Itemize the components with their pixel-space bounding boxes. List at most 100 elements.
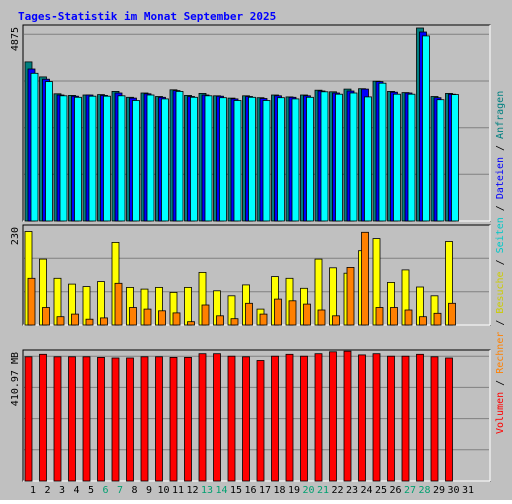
- legend-part-5: /: [495, 253, 506, 271]
- bar-volumen-day-15: [227, 355, 236, 482]
- bar-volumen-day-3: [53, 356, 62, 482]
- bar-rechner-day-14: [216, 315, 224, 326]
- bar-seiten-day-18: [277, 97, 285, 222]
- bar-rechner-day-10: [158, 310, 166, 326]
- bar-rechner-day-30: [448, 302, 456, 326]
- bar-rechner-day-13: [201, 304, 210, 326]
- bar-volumen-day-10: [155, 356, 163, 482]
- day-label-22: 22: [331, 485, 343, 496]
- day-label-25: 25: [375, 485, 387, 496]
- day-label-16: 16: [244, 485, 256, 496]
- day-label-9: 9: [146, 485, 152, 496]
- legend-part-0: Volumen: [495, 392, 506, 434]
- legend-part-7: /: [495, 199, 506, 217]
- bar-seiten-day-3: [59, 95, 68, 222]
- bar-volumen-day-24: [358, 354, 366, 482]
- bar-seiten-day-15: [233, 100, 242, 222]
- bar-seiten-day-24: [364, 96, 372, 222]
- bar-seiten-day-7: [117, 95, 126, 222]
- panel-3: 410.97 MB: [10, 349, 491, 482]
- bar-rechner-day-16: [245, 302, 253, 326]
- day-label-3: 3: [59, 485, 65, 496]
- bar-besuche-day-12: [184, 286, 192, 326]
- bar-seiten-day-8: [132, 100, 140, 222]
- bar-rechner-day-6: [100, 317, 108, 326]
- day-label-30: 30: [447, 485, 459, 496]
- day-label-10: 10: [157, 485, 169, 496]
- panel-3-axis-label: 410.97 MB: [10, 352, 21, 406]
- bar-volumen-day-19: [285, 353, 294, 482]
- bar-volumen-day-25: [372, 353, 381, 482]
- bar-rechner-day-22: [332, 315, 340, 326]
- bar-rechner-day-8: [129, 307, 137, 326]
- panel-1-axis-label: 4875: [10, 27, 21, 51]
- bar-volumen-day-12: [184, 356, 192, 482]
- day-label-28: 28: [418, 485, 430, 496]
- bar-rechner-day-1: [27, 277, 36, 326]
- day-label-23: 23: [346, 485, 358, 496]
- bar-volumen-day-6: [97, 356, 105, 482]
- bar-volumen-day-21: [314, 353, 323, 482]
- bar-volumen-day-18: [271, 355, 279, 482]
- bar-rechner-day-5: [85, 318, 94, 326]
- bar-volumen-day-11: [169, 356, 178, 482]
- bar-seiten-day-12: [190, 96, 198, 222]
- day-label-14: 14: [215, 485, 227, 496]
- bar-seiten-day-28: [422, 35, 430, 222]
- day-label-21: 21: [317, 485, 329, 496]
- bar-seiten-day-9: [146, 94, 155, 222]
- bar-rechner-day-24: [361, 231, 369, 326]
- bar-volumen-day-29: [430, 356, 439, 482]
- bar-volumen-day-8: [126, 357, 134, 482]
- bar-volumen-day-20: [300, 355, 308, 482]
- bar-seiten-day-30: [451, 94, 459, 222]
- bar-volumen-day-23: [343, 350, 352, 482]
- bar-seiten-day-10: [161, 98, 169, 222]
- bar-rechner-day-25: [375, 307, 384, 326]
- bar-rechner-day-20: [303, 303, 311, 326]
- bar-volumen-day-1: [24, 356, 33, 482]
- bar-seiten-day-4: [74, 96, 82, 222]
- bar-volumen-day-28: [416, 353, 424, 482]
- bar-volumen-day-9: [140, 356, 149, 482]
- bar-rechner-day-15: [230, 318, 239, 326]
- day-label-15: 15: [230, 485, 242, 496]
- day-label-13: 13: [201, 485, 213, 496]
- bar-volumen-day-27: [401, 355, 410, 482]
- legend-part-8: Dateien: [495, 157, 506, 199]
- day-label-31: 31: [462, 485, 474, 496]
- bar-volumen-day-22: [329, 351, 337, 482]
- bar-volumen-day-5: [82, 356, 91, 482]
- day-label-18: 18: [273, 485, 285, 496]
- day-label-11: 11: [172, 485, 184, 496]
- legend-part-9: /: [495, 139, 506, 157]
- bar-seiten-day-26: [393, 93, 401, 222]
- bar-rechner-day-26: [390, 307, 398, 326]
- bar-rechner-day-4: [71, 313, 79, 326]
- legend-part-2: Rechner: [495, 332, 506, 374]
- chart-title: Tages-Statistik im Monat September 2025: [18, 10, 276, 23]
- bar-seiten-day-19: [291, 98, 300, 222]
- day-label-29: 29: [433, 485, 445, 496]
- day-label-4: 4: [73, 485, 79, 496]
- day-label-1: 1: [30, 485, 36, 496]
- bar-seiten-day-21: [320, 91, 329, 222]
- bar-volumen-day-16: [242, 356, 250, 482]
- day-label-8: 8: [131, 485, 137, 496]
- panel-2: 230: [10, 224, 491, 326]
- bar-seiten-day-27: [407, 93, 416, 222]
- panel-2-axis-label: 230: [10, 227, 21, 245]
- bar-rechner-day-18: [274, 298, 282, 326]
- bar-rechner-day-12: [187, 321, 195, 326]
- bar-seiten-day-1: [30, 72, 39, 222]
- bar-seiten-day-2: [45, 81, 53, 222]
- bar-volumen-day-30: [445, 357, 453, 482]
- bar-rechner-day-23: [346, 266, 355, 326]
- day-label-27: 27: [404, 485, 416, 496]
- bar-rechner-day-11: [172, 312, 181, 326]
- bar-seiten-day-25: [378, 82, 387, 222]
- bar-seiten-day-11: [175, 91, 184, 222]
- day-label-2: 2: [44, 485, 50, 496]
- day-label-6: 6: [102, 485, 108, 496]
